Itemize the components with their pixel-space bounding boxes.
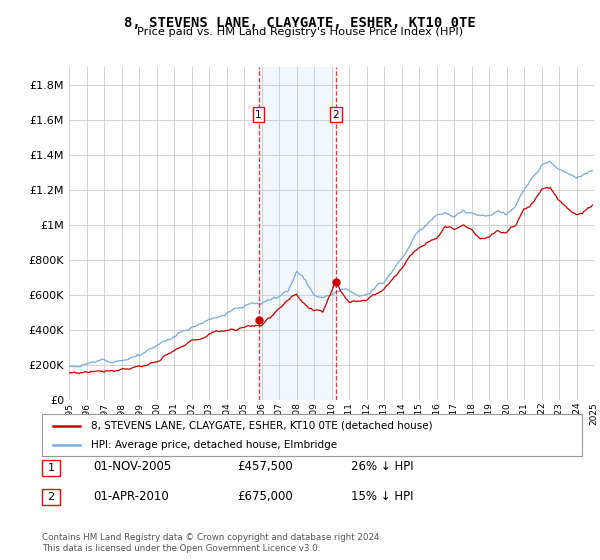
Text: 01-NOV-2005: 01-NOV-2005 bbox=[93, 460, 171, 473]
Text: Contains HM Land Registry data © Crown copyright and database right 2024.
This d: Contains HM Land Registry data © Crown c… bbox=[42, 533, 382, 553]
Text: 2: 2 bbox=[47, 492, 55, 502]
Text: 15% ↓ HPI: 15% ↓ HPI bbox=[351, 489, 413, 503]
Text: HPI: Average price, detached house, Elmbridge: HPI: Average price, detached house, Elmb… bbox=[91, 440, 337, 450]
Text: 8, STEVENS LANE, CLAYGATE, ESHER, KT10 0TE: 8, STEVENS LANE, CLAYGATE, ESHER, KT10 0… bbox=[124, 16, 476, 30]
Text: £457,500: £457,500 bbox=[237, 460, 293, 473]
Text: 1: 1 bbox=[47, 463, 55, 473]
Text: Price paid vs. HM Land Registry's House Price Index (HPI): Price paid vs. HM Land Registry's House … bbox=[137, 27, 463, 37]
Text: 2: 2 bbox=[332, 110, 339, 119]
Text: £675,000: £675,000 bbox=[237, 489, 293, 503]
Text: 1: 1 bbox=[255, 110, 262, 119]
Text: 01-APR-2010: 01-APR-2010 bbox=[93, 489, 169, 503]
Bar bbox=[259, 67, 336, 400]
Text: 26% ↓ HPI: 26% ↓ HPI bbox=[351, 460, 413, 473]
Text: 8, STEVENS LANE, CLAYGATE, ESHER, KT10 0TE (detached house): 8, STEVENS LANE, CLAYGATE, ESHER, KT10 0… bbox=[91, 421, 432, 431]
